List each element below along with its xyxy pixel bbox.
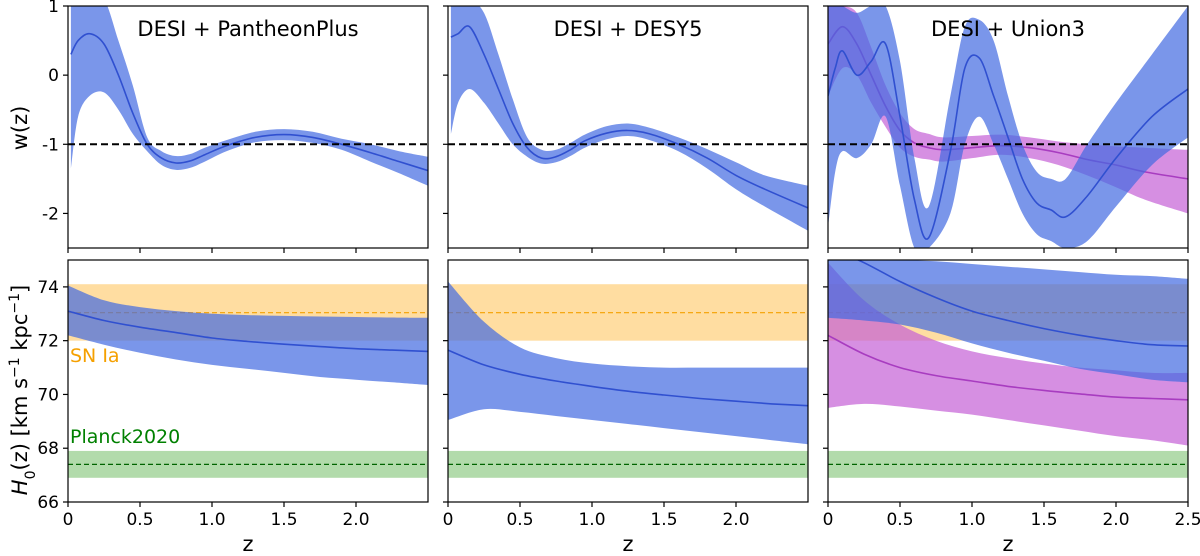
ylabel-h0-sup2: −1 — [7, 293, 23, 314]
xtick-label: 2.0 — [1102, 510, 1129, 530]
planck2020-label: Planck2020 — [70, 426, 180, 448]
ylabel-h0: H0(z) [km s−1 kpc−1] — [7, 285, 39, 495]
h0-mean-line-2-desi — [448, 349, 808, 407]
xlabel-z: z — [622, 532, 633, 556]
xtick-label: 1.5 — [270, 510, 297, 530]
xtick-label: 1.5 — [1030, 510, 1057, 530]
xlabel-z: z — [1002, 532, 1013, 556]
ylabel-h0-rest: (z) [km s — [8, 378, 32, 471]
xtick-label: 2.0 — [342, 510, 369, 530]
xtick-label: 0 — [443, 510, 454, 530]
xtick-label: 0 — [823, 510, 834, 530]
h0-band-1-desi — [68, 285, 428, 385]
w-mean-line-3-desi — [828, 41, 1188, 240]
h0-mean-line-3-desi — [856, 260, 1188, 347]
panels-layer: 1 0 -1 -2 66 68 70 72 74 0 0.5 1.0 1.5 2.0 DESI + Pant… — [37, 0, 1200, 556]
xtick-label: 2.5 — [1174, 510, 1200, 530]
xtick-label: 0 — [63, 510, 74, 530]
ylabel-h0-main: H — [8, 479, 32, 495]
axes-frame-bottom-1 — [67, 259, 429, 503]
plot-area-top-1 — [68, 6, 428, 186]
ylabel-h0-mid: kpc — [8, 314, 32, 358]
axes-frame-top-3 — [827, 5, 1189, 249]
sn-ia-label: SN Ia — [70, 345, 120, 367]
panel-title-1: DESI + PantheonPlus — [137, 17, 358, 41]
plot-area-top-3 — [828, 6, 1188, 248]
ytick-label: 1 — [48, 0, 59, 17]
ylabel-h0-sup1: −1 — [7, 357, 23, 378]
ytick-label: -2 — [42, 204, 59, 224]
xtick-label: 1.0 — [578, 510, 605, 530]
w-band-1-desi — [70, 6, 428, 186]
h0-mean-line-3-union — [828, 334, 1188, 401]
axes-frame-top-1 — [67, 5, 429, 249]
ytick-label: 72 — [37, 332, 59, 352]
plot-area-bottom-2 — [448, 281, 808, 478]
xtick-label: 0.5 — [126, 510, 153, 530]
ytick-label: 70 — [37, 385, 59, 405]
ytick-label: 0 — [48, 66, 59, 86]
xtick-label: 1.0 — [958, 510, 985, 530]
w-mean-line-1-desi — [70, 32, 428, 172]
ytick-label: -1 — [42, 135, 59, 155]
plot-area-bottom-1 — [68, 284, 428, 478]
xtick-label: 1.0 — [198, 510, 225, 530]
plot-area-top-2 — [448, 6, 808, 231]
w-band-3-desi — [828, 6, 1188, 248]
xtick-label: 1.5 — [650, 510, 677, 530]
axes-frame-bottom-2 — [447, 259, 809, 503]
ytick-label: 74 — [37, 278, 59, 298]
h0-band-2-desi — [448, 281, 808, 445]
ylabel-h0-end: ] — [8, 285, 32, 293]
ylabel-w: w(z) — [8, 106, 32, 151]
xlabel-z: z — [242, 532, 253, 556]
xtick-label: 0.5 — [506, 510, 533, 530]
w-band-2-desi — [450, 6, 808, 231]
h0-mean-line-1-desi — [68, 310, 428, 353]
h0-band-3-union — [828, 262, 1188, 446]
w-mean-line-2-desi — [450, 25, 808, 209]
xtick-label: 2.0 — [722, 510, 749, 530]
axes-frame-bottom-3 — [827, 259, 1189, 503]
panel-title-2: DESI + DESY5 — [554, 17, 703, 41]
axes-frame-top-2 — [447, 5, 809, 249]
xtick-label: 0.5 — [886, 510, 913, 530]
ytick-label: 68 — [37, 439, 59, 459]
ylabel-h0-sub: 0 — [23, 471, 39, 480]
panel-title-3: DESI + Union3 — [931, 17, 1085, 41]
plot-area-bottom-3 — [828, 260, 1188, 478]
ytick-label: 66 — [37, 493, 59, 513]
